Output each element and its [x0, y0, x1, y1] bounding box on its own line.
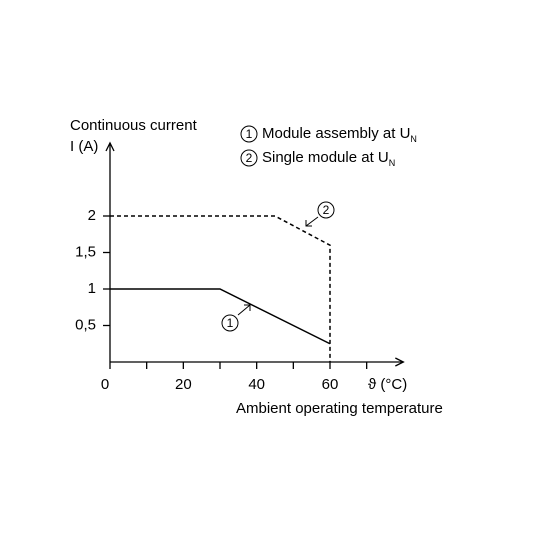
y-tick-label: 1 — [88, 280, 96, 297]
y-tick-label: 1,5 — [75, 243, 96, 260]
y-tick-label: 2 — [88, 207, 96, 224]
x-axis-unit: ϑ (°C) — [368, 376, 407, 393]
legend-label: Single module at UN — [262, 149, 395, 168]
marker-circle — [221, 314, 239, 332]
annotation-arrow — [305, 216, 319, 227]
x-tick-label: 60 — [322, 376, 339, 393]
x-tick-label: 0 — [101, 376, 109, 393]
arrow-head — [244, 304, 251, 311]
legend-name: Single module at U — [262, 149, 389, 166]
marker-circle — [240, 149, 258, 167]
marker-circle — [240, 125, 258, 143]
legend-subscript: N — [410, 134, 417, 144]
legend-label: Module assembly at UN — [262, 125, 417, 144]
series-line — [110, 215, 331, 362]
y-tick-label: 0,5 — [75, 316, 96, 333]
marker-circle — [317, 201, 335, 219]
arrow-head — [305, 220, 312, 227]
annotation-arrow — [237, 304, 251, 316]
marker-label: 2 — [323, 203, 330, 217]
legend-name: Module assembly at U — [262, 125, 410, 142]
x-tick-label: 40 — [248, 376, 265, 393]
y-axis-label: I (A) — [70, 138, 98, 155]
arrow-head — [395, 357, 405, 367]
x-tick-label: 20 — [175, 376, 192, 393]
series-line — [110, 288, 331, 345]
arrow-head — [105, 141, 115, 152]
y-axis-label: Continuous current — [70, 117, 198, 134]
marker-label: 1 — [227, 316, 234, 330]
x-axis-label: Ambient operating temperature — [236, 400, 443, 417]
marker-label: 1 — [246, 127, 253, 141]
marker-label: 2 — [246, 151, 253, 165]
legend-subscript: N — [389, 158, 396, 168]
